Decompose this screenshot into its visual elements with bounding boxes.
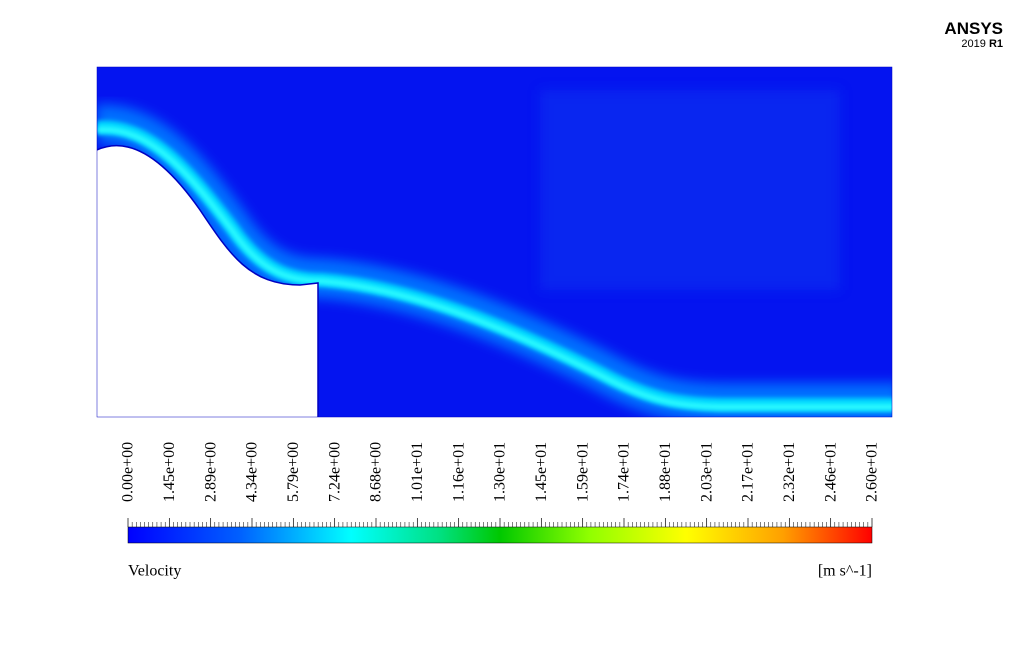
logo-brand: ANSYS — [944, 19, 1003, 38]
colorbar-variable: Velocity — [128, 563, 181, 580]
logo-year: 2019 — [961, 38, 985, 50]
colorbar-tick-label: 1.88e+01 — [657, 442, 674, 502]
colorbar-tick-label: 7.24e+00 — [326, 442, 343, 502]
colorbar-tick-label: 2.89e+00 — [202, 442, 219, 502]
colorbar-tick-label: 1.74e+01 — [616, 442, 633, 502]
colorbar — [127, 526, 873, 544]
colorbar-tick-label: 0.00e+00 — [120, 442, 137, 502]
colorbar-tick-label: 2.60e+01 — [864, 442, 881, 502]
logo-release: R1 — [989, 38, 1003, 50]
colorbar-tick-label: 1.30e+01 — [492, 442, 509, 502]
colorbar-tick-label: 2.03e+01 — [698, 442, 715, 502]
colorbar-tick-label: 4.34e+00 — [244, 442, 261, 502]
colorbar-tick-label: 1.01e+01 — [409, 442, 426, 502]
colorbar-tick-label: 1.16e+01 — [450, 442, 467, 502]
colorbar-tick-label: 5.79e+00 — [285, 442, 302, 502]
colorbar-tick-label: 1.45e+00 — [161, 442, 178, 502]
colorbar-tick-label: 1.45e+01 — [533, 442, 550, 502]
colorbar-tick-label: 2.46e+01 — [822, 442, 839, 502]
contour-field — [97, 67, 892, 417]
colorbar-tick-label: 2.32e+01 — [781, 442, 798, 502]
colorbar-tick-label: 8.68e+00 — [368, 442, 385, 502]
colorbar-tick-label: 1.59e+01 — [574, 442, 591, 502]
domain-border — [96, 66, 893, 418]
colorbar-ticks: 0.00e+00 1.45e+00 2.89e+00 4.34e+00 5.79e+00… — [120, 442, 881, 527]
logo-version: 2019 R1 — [961, 38, 1003, 50]
colorbar-tick-label: 2.17e+01 — [740, 442, 757, 502]
colorbar-units: [m s^-1] — [818, 563, 872, 580]
